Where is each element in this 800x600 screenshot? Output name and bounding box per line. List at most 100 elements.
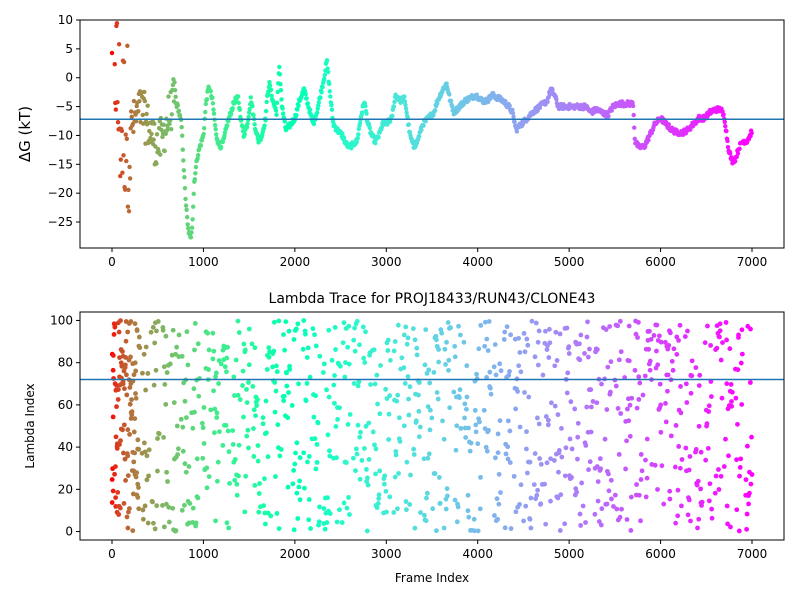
delta-g-point (311, 121, 317, 127)
lambda-point (493, 372, 499, 378)
lambda-point (566, 344, 572, 350)
lambda-point (603, 327, 609, 332)
lambda-point (355, 422, 361, 428)
lambda-point (235, 318, 241, 324)
lambda-point (682, 334, 688, 339)
lambda-point (559, 425, 564, 431)
lambda-point (266, 345, 272, 351)
lambda-point (706, 498, 712, 504)
lambda-point (514, 376, 520, 382)
lambda-point (155, 436, 160, 441)
lambda-point (546, 355, 552, 360)
lambda-trace-plot: Lambda Trace for PROJ18433/RUN43/CLONE43… (23, 291, 785, 585)
lambda-point (475, 441, 481, 447)
lambda-point (114, 445, 120, 451)
lambda-point (544, 347, 550, 352)
lambda-point (639, 468, 645, 474)
lambda-point (524, 470, 530, 476)
lambda-point (627, 402, 633, 408)
delta-g-point (328, 94, 333, 99)
lambda-point (154, 503, 160, 509)
lambda-point (684, 400, 690, 405)
lambda-point (291, 527, 297, 533)
lambda-point (595, 479, 601, 484)
lambda-point (521, 330, 527, 336)
delta-g-point (185, 222, 190, 227)
lambda-point (241, 414, 246, 420)
lambda-point (613, 383, 619, 389)
lambda-point (304, 381, 310, 386)
lambda-point (556, 469, 561, 475)
lambda-point (699, 499, 705, 505)
lambda-point (696, 423, 702, 429)
lambda-point (193, 520, 199, 526)
lambda-point (575, 434, 581, 440)
lambda-point (368, 382, 373, 387)
lambda-point (401, 423, 407, 429)
lambda-point (302, 331, 308, 337)
lambda-point (518, 482, 524, 488)
lambda-point (124, 392, 130, 398)
lambda-point (154, 328, 159, 334)
lambda-point (224, 355, 230, 361)
y-tick-label: 100 (50, 313, 73, 327)
y-axis-label-lambda: Lambda Index (23, 383, 37, 468)
lambda-point (502, 329, 508, 335)
lambda-point (150, 499, 155, 505)
lambda-point (675, 487, 681, 493)
lambda-point (252, 345, 258, 351)
lambda-point (304, 355, 310, 360)
lambda-point (201, 405, 207, 410)
lambda-point (528, 495, 534, 501)
lambda-point (569, 475, 574, 480)
lambda-point (448, 325, 453, 331)
lambda-point (246, 445, 251, 451)
delta-g-point (722, 119, 727, 125)
lambda-point (696, 383, 702, 389)
lambda-point (624, 517, 630, 522)
lambda-point (252, 482, 258, 488)
delta-g-point (210, 95, 215, 100)
delta-g-point (182, 174, 187, 180)
lambda-point (352, 348, 358, 354)
lambda-point (667, 496, 673, 502)
y-ticks: −25 −20 −15 −10 −5 0 5 10 (48, 13, 80, 229)
lambda-point (586, 467, 591, 473)
lambda-point (402, 381, 408, 386)
lambda-point (614, 506, 620, 512)
delta-g-point (129, 109, 134, 114)
delta-g-point (114, 20, 120, 26)
lambda-point (257, 481, 262, 486)
delta-g-point (449, 104, 455, 109)
lambda-point (200, 425, 206, 431)
lambda-point (117, 505, 123, 511)
lambda-point (673, 423, 679, 428)
lambda-point (643, 457, 648, 463)
delta-g-point (421, 123, 426, 128)
lambda-point (726, 453, 731, 459)
lambda-point (624, 438, 629, 444)
lambda-point (596, 519, 602, 524)
lambda-point (749, 472, 755, 477)
lambda-point (462, 401, 468, 407)
lambda-point (636, 492, 642, 498)
delta-g-point (250, 103, 255, 109)
delta-g-point (273, 108, 279, 113)
lambda-point (125, 453, 131, 459)
lambda-point (360, 324, 366, 330)
lambda-point (446, 367, 451, 373)
lambda-point (578, 523, 584, 528)
lambda-point (135, 494, 141, 500)
lambda-point (244, 387, 249, 392)
lambda-point (337, 363, 343, 369)
lambda-point (397, 439, 403, 444)
lambda-point (496, 501, 502, 507)
delta-g-point (354, 140, 359, 145)
delta-g-point (304, 96, 309, 101)
lambda-point (658, 339, 664, 345)
lambda-point (132, 360, 138, 366)
lambda-point (401, 365, 407, 371)
lambda-point (663, 400, 668, 406)
lambda-point (118, 318, 123, 323)
lambda-point (628, 528, 634, 533)
